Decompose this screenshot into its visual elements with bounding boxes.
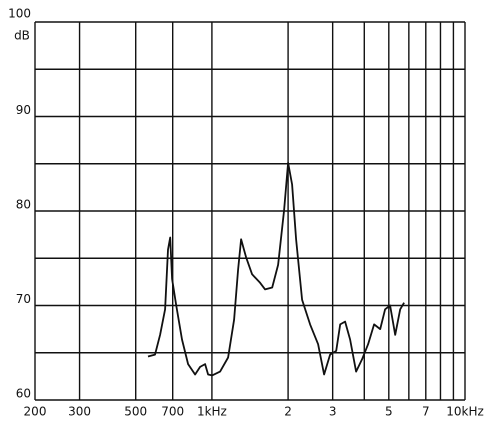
response-line bbox=[147, 161, 405, 377]
x-tick-label: 500 bbox=[124, 405, 147, 419]
x-tick-label: 5 bbox=[385, 405, 393, 419]
x-tick-label: 7 bbox=[422, 405, 430, 419]
x-tick-label: 10kHz bbox=[446, 405, 484, 419]
x-tick-label: 2 bbox=[284, 405, 292, 419]
y-tick-label: 60 bbox=[16, 387, 31, 401]
x-tick-label: 3 bbox=[329, 405, 337, 419]
x-tick-label: 200 bbox=[24, 405, 47, 419]
x-tick-label: 300 bbox=[68, 405, 91, 419]
y-axis-label: dB bbox=[14, 29, 30, 43]
y-tick-label: 80 bbox=[16, 198, 31, 212]
x-tick-label: 1kHz bbox=[197, 405, 227, 419]
y-tick-label: 90 bbox=[16, 103, 31, 117]
y-tick-label: 100 bbox=[8, 7, 31, 21]
y-tick-label: 70 bbox=[16, 292, 31, 306]
x-tick-label: 700 bbox=[161, 405, 184, 419]
